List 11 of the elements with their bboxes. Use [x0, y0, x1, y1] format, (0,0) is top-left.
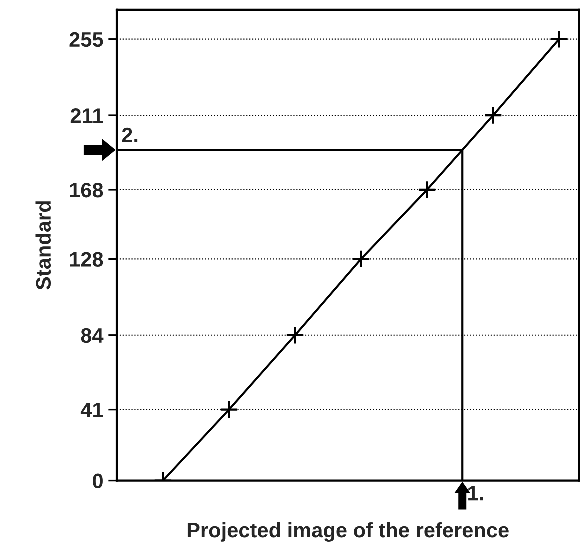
y-tick-label: 41 — [80, 403, 104, 418]
y-tick-label: 211 — [70, 108, 104, 124]
y-tick-label: 128 — [70, 252, 104, 267]
y-tick-label: 0 — [93, 474, 103, 489]
y-tick-label: 84 — [81, 328, 104, 344]
text: 1. — [468, 486, 484, 501]
x-axis-title: Projected image of the reference — [188, 522, 509, 542]
y-tick-label: 168 — [70, 182, 104, 198]
y-axis-title: Standard — [36, 202, 52, 290]
y-tick-label: 255 — [70, 32, 104, 48]
annotation: 2. — [122, 128, 138, 142]
